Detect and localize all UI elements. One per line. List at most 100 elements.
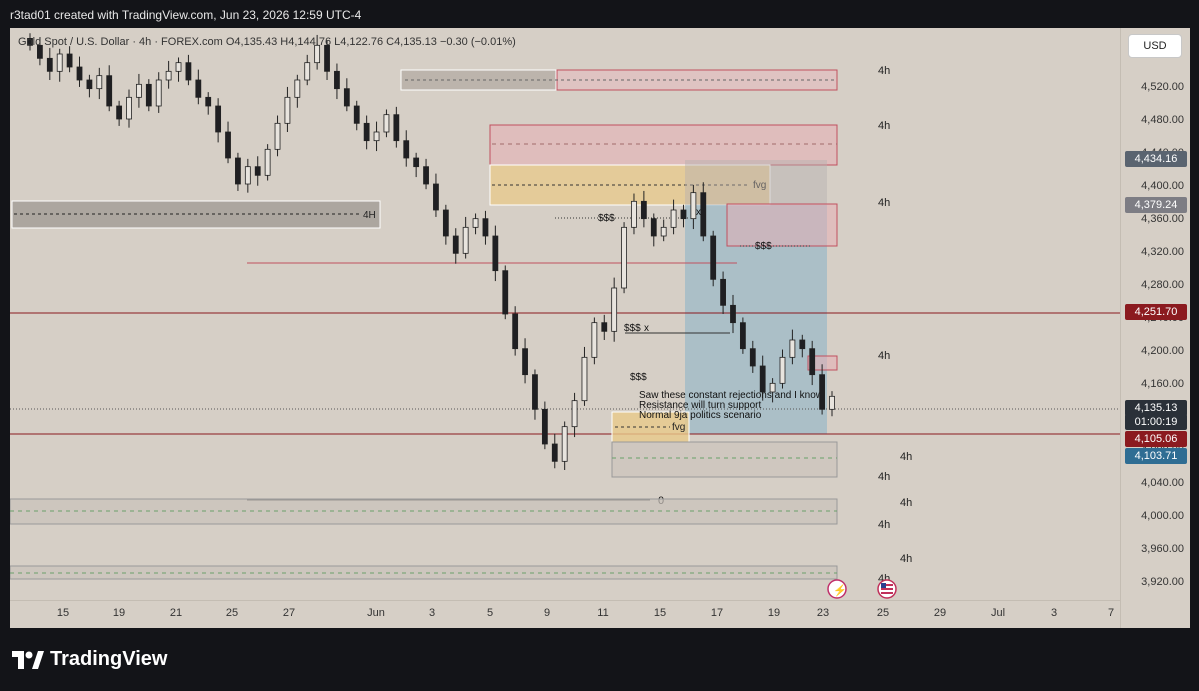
candle-body (304, 62, 311, 81)
price-tick: 4,360.00 (1141, 213, 1184, 225)
candle-body (601, 322, 608, 332)
tf-label: 4h (878, 65, 890, 77)
time-tick: 29 (933, 607, 947, 619)
fvg-label-upper: fvg (753, 180, 766, 191)
price-tick: 4,160.00 (1141, 378, 1184, 390)
candle-body (324, 44, 330, 72)
time-tick: 19 (112, 607, 126, 619)
credit-header: r3tad01 created with TradingView.com, Ju… (10, 8, 362, 22)
price-tick: 4,280.00 (1141, 279, 1184, 291)
candle-body (116, 105, 123, 120)
candle-body (195, 79, 202, 98)
close-value: C4,135.13 (386, 36, 437, 48)
candle-body (670, 209, 677, 228)
tradingview-logo[interactable]: TradingView (12, 648, 167, 671)
candle-body (650, 218, 657, 237)
candle-body (541, 408, 548, 445)
price-badge: 4,103.71 (1125, 448, 1187, 464)
candle-body (739, 322, 746, 350)
price-tick: 4,200.00 (1141, 345, 1184, 357)
tradingview-logo-icon (12, 650, 44, 669)
us-flag-event-icon[interactable] (877, 579, 897, 599)
fvg-label-lower: fvg (672, 422, 685, 433)
currency-button[interactable]: USD (1128, 34, 1182, 58)
candle-body (403, 140, 410, 159)
candle-body (452, 235, 459, 254)
price-axis[interactable]: USD 4,520.004,480.004,440.004,400.004,36… (1120, 28, 1190, 628)
candle-body (56, 53, 63, 72)
candle-body (145, 83, 152, 107)
liq-label-4: $$$ (630, 372, 647, 383)
price-tick: 3,960.00 (1141, 543, 1184, 555)
candle-body (799, 339, 806, 350)
candle-body (215, 105, 222, 133)
candle-body (829, 395, 835, 410)
candle-body (819, 374, 825, 410)
liq-label-2: $$$ (755, 241, 772, 252)
candle-body (769, 382, 776, 393)
candle-body (591, 322, 598, 358)
candle-body (522, 348, 528, 376)
candle-body (581, 356, 588, 402)
symbol-name[interactable]: Gold Spot / U.S. Dollar · 4h · FOREX.com (18, 36, 223, 48)
price-tick: 4,040.00 (1141, 477, 1184, 489)
tf-label: 4h (878, 197, 890, 209)
candle-body (225, 131, 231, 159)
price-badge: 4,105.06 (1125, 431, 1187, 447)
candle-body (37, 44, 43, 59)
candle-body (492, 235, 499, 272)
candle-body (690, 192, 697, 220)
candle-body (235, 157, 241, 185)
mark-x-2: x (644, 323, 649, 334)
position-stop-red[interactable] (726, 203, 838, 247)
time-axis[interactable]: 15 19 21 25 27 Jun 3 5 9 11 15 17 19 23 25 29 Jul 3 7 (10, 600, 1120, 629)
candle-body (284, 96, 291, 124)
candle-body (96, 75, 103, 90)
time-tick: 17 (710, 607, 724, 619)
candle-body (423, 166, 429, 185)
price-tick: 4,000.00 (1141, 510, 1184, 522)
candles-layer (27, 33, 835, 470)
time-tick: 25 (225, 607, 239, 619)
candle-body (442, 209, 449, 237)
candle-body (294, 79, 301, 98)
demand-box-lower[interactable] (611, 441, 838, 478)
price-chart[interactable]: fvg 4H fvg (10, 28, 1120, 600)
time-tick: 27 (282, 607, 296, 619)
chart-pane[interactable]: fvg 4H fvg (10, 28, 1120, 628)
drawings-layer: fvg 4H fvg (10, 65, 1120, 585)
fvg-zone-lower[interactable] (611, 411, 690, 443)
range-box-4h[interactable] (11, 200, 381, 229)
symbol-legend: Gold Spot / U.S. Dollar · 4h · FOREX.com… (18, 36, 516, 48)
time-tick: Jun (367, 607, 385, 619)
candle-body (631, 200, 637, 228)
time-tick: 7 (1107, 607, 1115, 619)
supply-zone-mid[interactable] (489, 124, 838, 166)
time-tick: 15 (653, 607, 667, 619)
candle-body (76, 66, 83, 81)
candle-body (175, 62, 182, 72)
candle-body (86, 79, 93, 90)
candle-body (264, 148, 271, 176)
position-stop-zone[interactable] (685, 160, 827, 205)
candle-body (561, 426, 568, 462)
lightning-event-icon[interactable]: ⚡ (827, 579, 847, 599)
price-tick: 4,320.00 (1141, 246, 1184, 258)
candle-body (126, 96, 132, 120)
candle-body (779, 356, 786, 384)
note-line-1: Saw these constant rejections and I know (639, 390, 824, 401)
low-value: L4,122.76 (334, 36, 384, 48)
price-badge: 4,251.70 (1125, 304, 1187, 320)
time-tick: 23 (816, 607, 830, 619)
candle-body (334, 70, 340, 90)
candle-body (680, 209, 687, 220)
candle-body (462, 226, 469, 254)
change-value: −0.30 (−0.01%) (439, 36, 516, 48)
candle-body (66, 53, 73, 68)
time-tick: 3 (1050, 607, 1058, 619)
candle-body (27, 37, 33, 46)
price-badge: 4,434.16 (1125, 151, 1187, 167)
candle-body (185, 62, 192, 81)
candle-body (730, 304, 736, 324)
